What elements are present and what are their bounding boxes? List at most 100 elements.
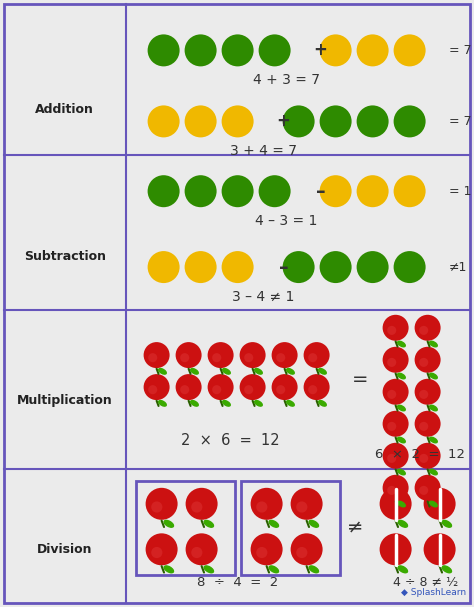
- Ellipse shape: [429, 405, 437, 411]
- Circle shape: [291, 534, 323, 565]
- Ellipse shape: [255, 401, 262, 406]
- Circle shape: [383, 411, 409, 437]
- Text: +: +: [314, 41, 328, 59]
- Circle shape: [184, 175, 217, 207]
- Circle shape: [222, 251, 254, 283]
- Circle shape: [283, 251, 315, 283]
- Circle shape: [146, 534, 178, 565]
- Circle shape: [148, 385, 157, 394]
- Circle shape: [387, 326, 396, 335]
- Ellipse shape: [223, 368, 230, 374]
- Ellipse shape: [398, 405, 405, 411]
- Text: 4 + 3 = 7: 4 + 3 = 7: [253, 73, 320, 87]
- Ellipse shape: [398, 341, 405, 347]
- Circle shape: [251, 534, 283, 565]
- Ellipse shape: [309, 520, 319, 527]
- Circle shape: [319, 175, 352, 207]
- Circle shape: [415, 379, 441, 405]
- Text: = 7: = 7: [448, 115, 471, 128]
- Text: ≠: ≠: [347, 517, 364, 536]
- Circle shape: [415, 443, 441, 469]
- Circle shape: [144, 342, 170, 368]
- Circle shape: [251, 488, 283, 520]
- Circle shape: [393, 251, 426, 283]
- Circle shape: [393, 175, 426, 207]
- Text: 4 ÷ 8 ≠ ½: 4 ÷ 8 ≠ ½: [393, 576, 458, 589]
- Circle shape: [308, 353, 317, 362]
- Circle shape: [393, 106, 426, 137]
- Circle shape: [283, 106, 315, 137]
- Circle shape: [222, 106, 254, 137]
- Circle shape: [393, 35, 426, 66]
- Circle shape: [380, 534, 411, 565]
- Ellipse shape: [204, 566, 213, 573]
- Circle shape: [256, 501, 267, 512]
- Circle shape: [319, 106, 352, 137]
- Ellipse shape: [319, 368, 326, 374]
- Ellipse shape: [309, 566, 319, 573]
- Ellipse shape: [398, 520, 408, 527]
- Circle shape: [383, 315, 409, 341]
- Circle shape: [147, 106, 180, 137]
- Circle shape: [272, 374, 298, 400]
- Text: 8  ÷  4  =  2: 8 ÷ 4 = 2: [197, 576, 278, 589]
- Circle shape: [356, 35, 389, 66]
- Ellipse shape: [287, 401, 294, 406]
- Circle shape: [256, 547, 267, 558]
- Circle shape: [180, 385, 189, 394]
- Text: Subtraction: Subtraction: [24, 250, 106, 263]
- Circle shape: [191, 547, 202, 558]
- Circle shape: [180, 353, 189, 362]
- Ellipse shape: [223, 401, 230, 406]
- Text: 3 + 4 = 7: 3 + 4 = 7: [229, 144, 297, 158]
- Circle shape: [383, 379, 409, 405]
- Circle shape: [240, 342, 265, 368]
- Ellipse shape: [191, 368, 198, 374]
- Ellipse shape: [164, 566, 173, 573]
- Text: ≠1: ≠1: [448, 260, 467, 274]
- Circle shape: [308, 385, 317, 394]
- Circle shape: [191, 501, 202, 512]
- Circle shape: [296, 501, 308, 512]
- Circle shape: [419, 422, 428, 431]
- Ellipse shape: [191, 401, 198, 406]
- Circle shape: [244, 353, 253, 362]
- Circle shape: [380, 488, 411, 520]
- Text: Addition: Addition: [36, 103, 94, 116]
- Circle shape: [240, 374, 265, 400]
- Text: Multiplication: Multiplication: [17, 394, 113, 407]
- Text: 6  ×  2  =  12: 6 × 2 = 12: [374, 447, 465, 461]
- Circle shape: [184, 106, 217, 137]
- Circle shape: [208, 374, 234, 400]
- Text: = 7: = 7: [448, 44, 471, 57]
- Ellipse shape: [429, 501, 437, 507]
- Circle shape: [184, 35, 217, 66]
- Text: –: –: [279, 257, 288, 277]
- Circle shape: [304, 342, 329, 368]
- Circle shape: [272, 342, 298, 368]
- Ellipse shape: [269, 520, 279, 527]
- Circle shape: [356, 106, 389, 137]
- Circle shape: [222, 175, 254, 207]
- Circle shape: [415, 475, 441, 501]
- Circle shape: [304, 374, 329, 400]
- Text: –: –: [316, 181, 325, 201]
- Circle shape: [276, 385, 285, 394]
- Circle shape: [147, 251, 180, 283]
- Circle shape: [148, 353, 157, 362]
- Text: Division: Division: [37, 543, 92, 556]
- Ellipse shape: [429, 373, 437, 379]
- Circle shape: [387, 422, 396, 431]
- FancyBboxPatch shape: [136, 481, 235, 575]
- Circle shape: [419, 486, 428, 495]
- Circle shape: [212, 353, 221, 362]
- Circle shape: [424, 488, 456, 520]
- Circle shape: [276, 353, 285, 362]
- Text: 3 – 4 ≠ 1: 3 – 4 ≠ 1: [232, 290, 294, 304]
- Text: ◆ SplashLearn: ◆ SplashLearn: [401, 588, 466, 597]
- Circle shape: [151, 547, 163, 558]
- Circle shape: [424, 534, 456, 565]
- FancyBboxPatch shape: [241, 481, 339, 575]
- Circle shape: [291, 488, 323, 520]
- Circle shape: [319, 35, 352, 66]
